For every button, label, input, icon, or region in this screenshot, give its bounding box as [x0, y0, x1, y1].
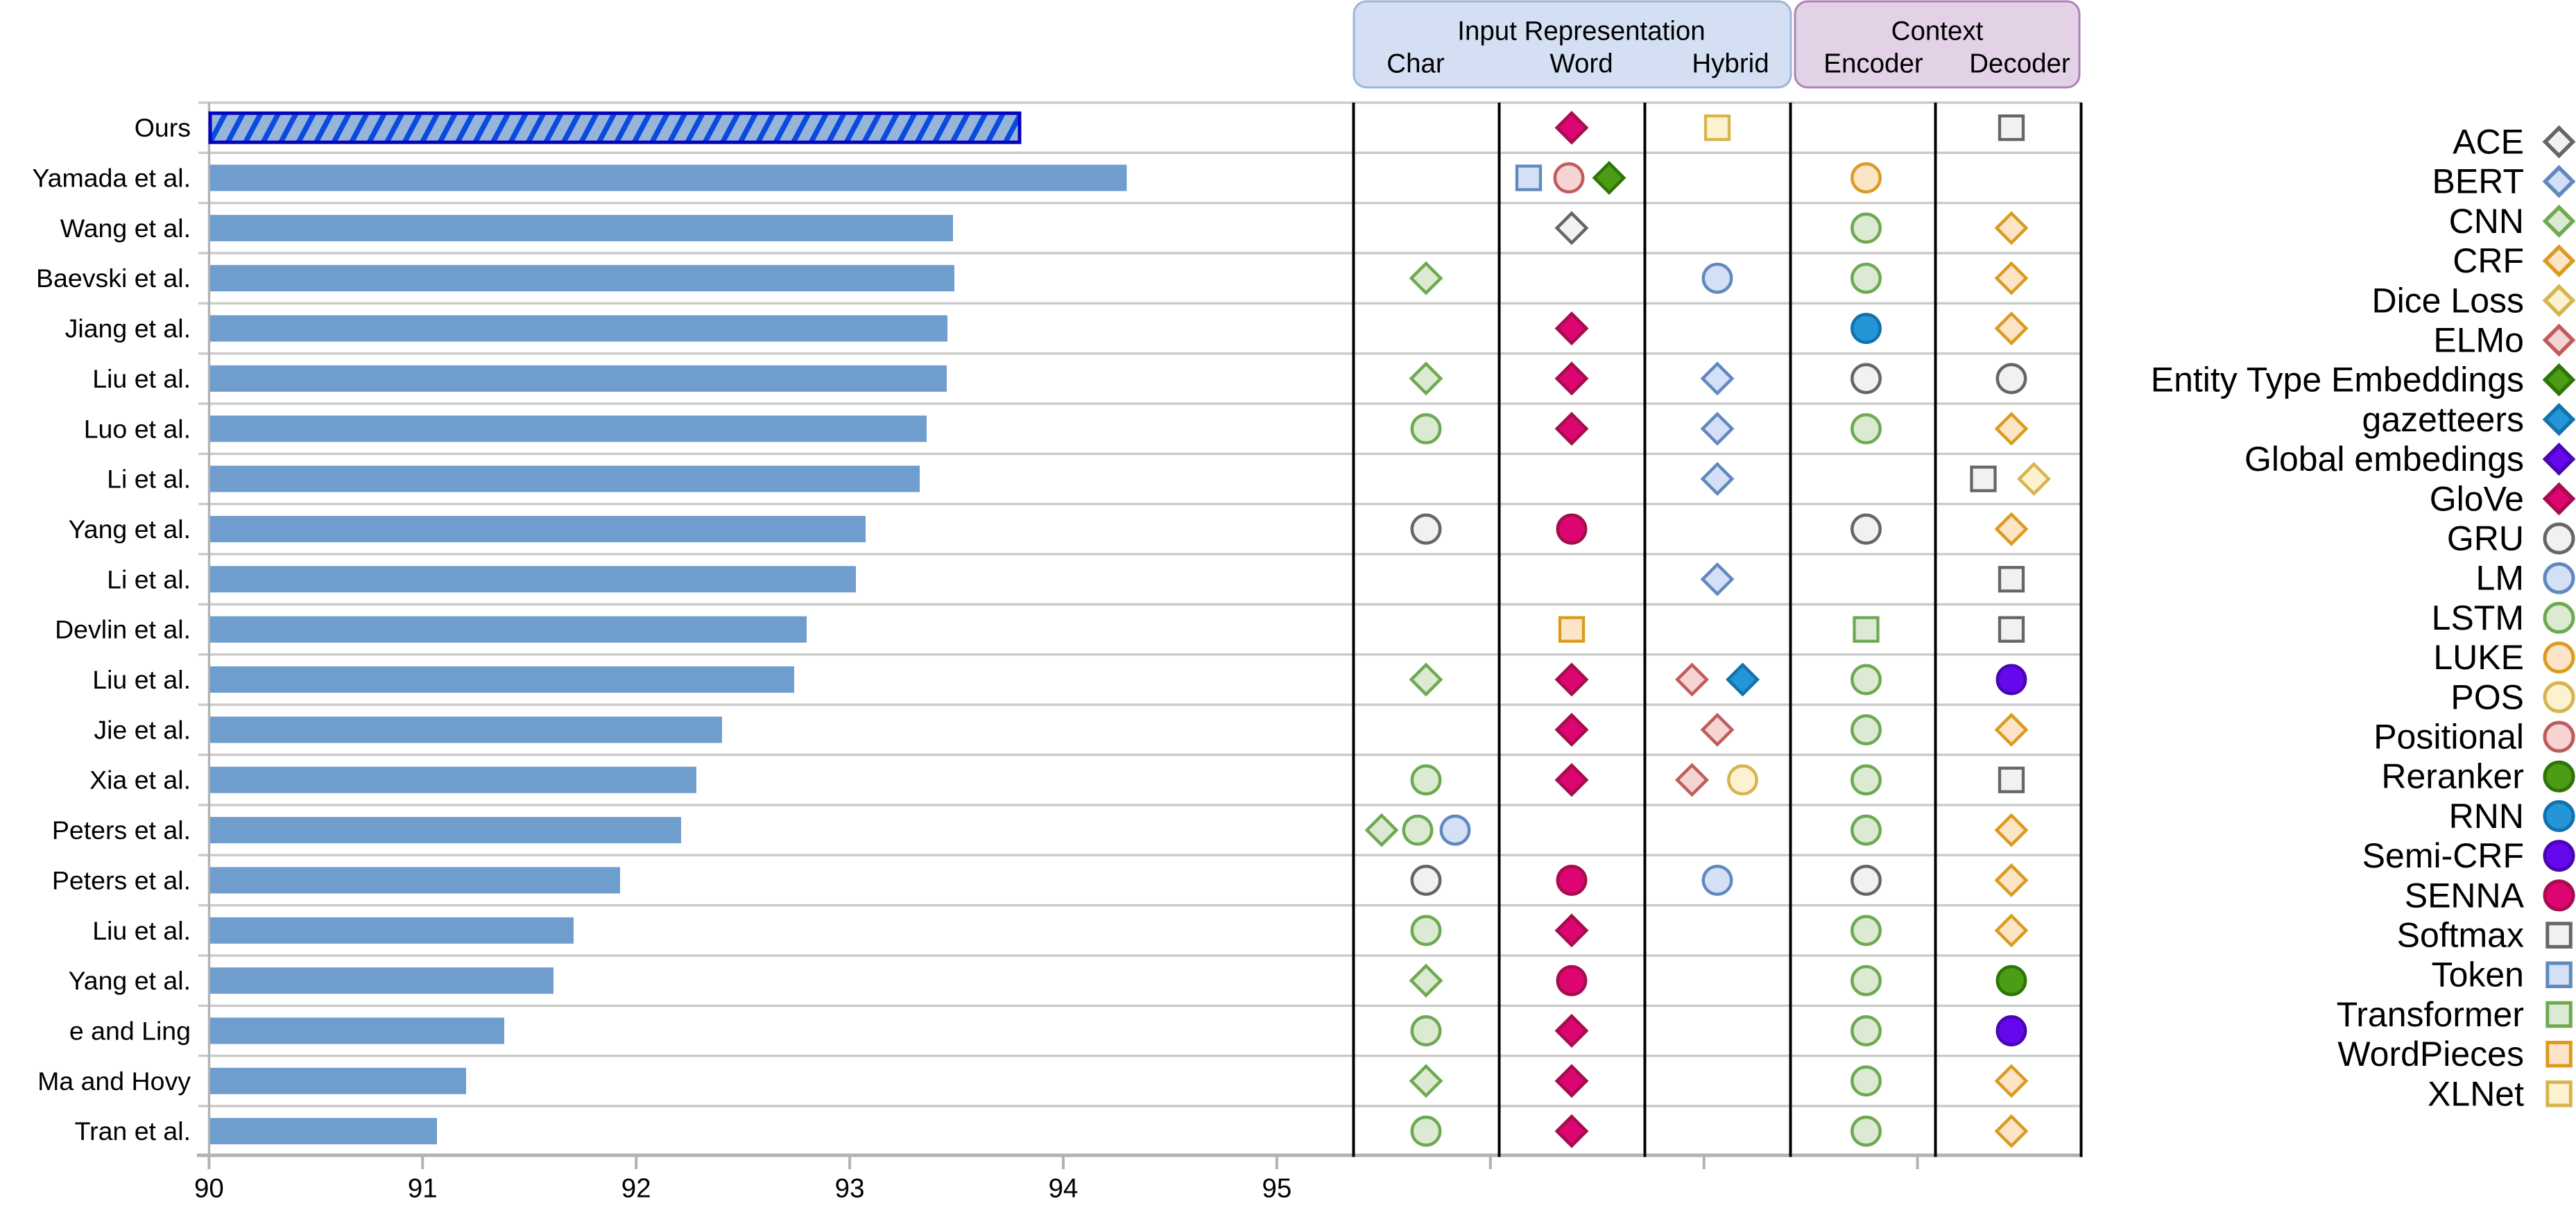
svg-text:Global embedings: Global embedings [2244, 440, 2524, 478]
svg-text:Decoder: Decoder [1969, 49, 2070, 79]
svg-text:90: 90 [194, 1174, 224, 1204]
svg-text:Liu et al.: Liu et al. [92, 916, 191, 945]
svg-text:e and Ling: e and Ling [69, 1017, 191, 1046]
svg-text:Yamada et al.: Yamada et al. [32, 164, 191, 193]
svg-text:Tran et al.: Tran et al. [75, 1116, 191, 1146]
svg-text:GloVe: GloVe [2430, 479, 2524, 518]
svg-text:Devlin et al.: Devlin et al. [55, 615, 191, 644]
svg-text:GRU: GRU [2447, 519, 2524, 558]
svg-text:Peters et al.: Peters et al. [52, 865, 191, 895]
svg-text:Semi-CRF: Semi-CRF [2362, 836, 2524, 875]
svg-text:92: 92 [621, 1174, 651, 1204]
svg-text:Li et al.: Li et al. [107, 564, 191, 594]
svg-text:ELMo: ELMo [2433, 321, 2524, 360]
svg-text:Peters et al.: Peters et al. [52, 815, 191, 845]
svg-text:Jie et al.: Jie et al. [94, 715, 191, 744]
svg-text:CRF: CRF [2453, 241, 2524, 280]
svg-text:93: 93 [835, 1174, 865, 1204]
svg-text:Ours: Ours [135, 113, 191, 142]
svg-text:Dice Loss: Dice Loss [2371, 281, 2524, 320]
svg-text:Luo et al.: Luo et al. [84, 414, 191, 443]
svg-text:Reranker: Reranker [2381, 757, 2524, 796]
svg-text:RNN: RNN [2449, 797, 2524, 836]
svg-text:Entity Type Embeddings: Entity Type Embeddings [2151, 361, 2524, 399]
svg-text:95: 95 [1262, 1174, 1291, 1204]
svg-text:XLNet: XLNet [2428, 1074, 2524, 1113]
svg-text:LUKE: LUKE [2433, 638, 2524, 677]
svg-text:Liu et al.: Liu et al. [92, 665, 191, 694]
svg-text:Positional: Positional [2373, 718, 2524, 757]
svg-text:CNN: CNN [2449, 202, 2524, 241]
svg-text:WordPieces: WordPieces [2337, 1035, 2524, 1073]
svg-text:LM: LM [2476, 559, 2524, 598]
svg-text:ACE: ACE [2453, 123, 2524, 162]
svg-text:Word: Word [1549, 49, 1613, 79]
svg-text:SENNA: SENNA [2405, 876, 2525, 915]
svg-text:gazetteers: gazetteers [2362, 400, 2524, 439]
svg-text:BERT: BERT [2432, 162, 2524, 201]
svg-text:Token: Token [2432, 956, 2524, 994]
svg-text:Input Representation: Input Representation [1457, 17, 1705, 46]
svg-text:91: 91 [408, 1174, 438, 1204]
svg-text:Softmax: Softmax [2397, 916, 2524, 955]
svg-text:94: 94 [1049, 1174, 1079, 1204]
svg-text:Hybrid: Hybrid [1692, 49, 1769, 79]
svg-text:LSTM: LSTM [2432, 598, 2524, 637]
svg-text:Ma and Hovy: Ma and Hovy [37, 1067, 191, 1096]
svg-text:Wang et al.: Wang et al. [60, 214, 191, 243]
svg-text:Baevski et al.: Baevski et al. [36, 264, 191, 293]
svg-text:Transformer: Transformer [2337, 995, 2524, 1034]
svg-text:Li et al.: Li et al. [107, 465, 191, 494]
svg-text:POS: POS [2450, 677, 2524, 716]
svg-text:Context: Context [1891, 17, 1984, 46]
svg-text:Liu et al.: Liu et al. [92, 364, 191, 393]
svg-text:Yang et al.: Yang et al. [68, 515, 191, 544]
svg-text:Char: Char [1386, 49, 1445, 79]
svg-text:Jiang et al.: Jiang et al. [65, 314, 191, 343]
svg-text:Encoder: Encoder [1823, 49, 1923, 79]
svg-text:Xia et al.: Xia et al. [89, 766, 191, 795]
svg-text:Yang et al.: Yang et al. [68, 966, 191, 995]
